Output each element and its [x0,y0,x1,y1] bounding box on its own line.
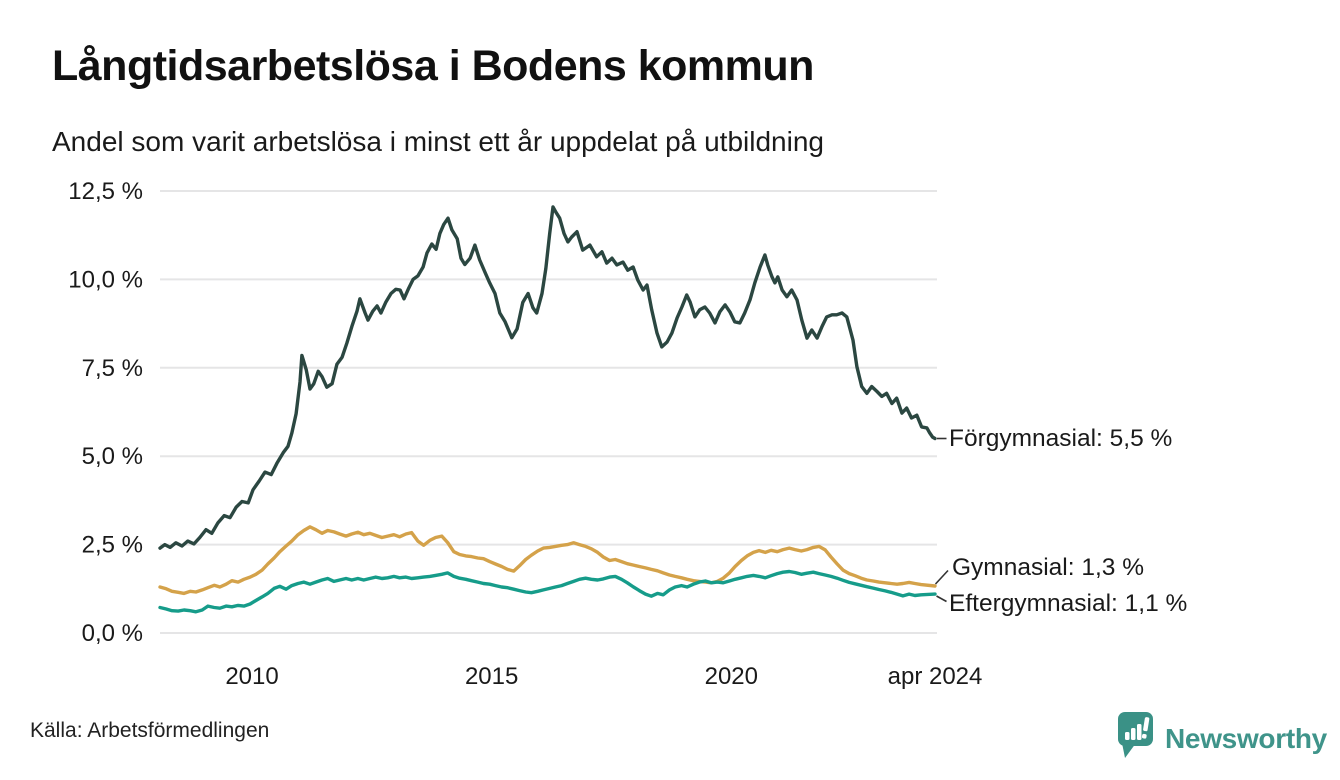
chart-subtitle: Andel som varit arbetslösa i minst ett å… [52,126,824,157]
label-connector [934,569,949,585]
newsworthy-logo-text: Newsworthy [1165,723,1327,754]
y-tick-label: 0,0 % [82,620,143,647]
chart-title: Långtidsarbetslösa i Bodens kommun [52,42,814,90]
series-line-förgymnasial [158,205,937,550]
series-end-label-forgymnasial: Förgymnasial: 5,5 % [949,425,1173,452]
x-tick-label: 2010 [225,663,278,690]
exclamation-glyph [1141,717,1150,739]
series-end-label-gymnasial: Gymnasial: 1,3 % [952,554,1144,581]
y-tick-label: 2,5 % [82,532,143,559]
label-connector [936,595,947,603]
x-tick-label: apr 2024 [888,663,983,690]
y-tick-label: 10,0 % [68,266,143,293]
source-note: Källa: Arbetsförmedlingen [30,719,270,742]
series-line-eftergymnasial [158,569,937,614]
y-tick-label: 5,0 % [82,443,143,470]
x-tick-label: 2015 [465,663,518,690]
y-tick-label: 7,5 % [82,355,143,382]
series-line-gymnasial [158,525,937,596]
newsworthy-logo-icon [1118,712,1153,758]
y-tick-label: 12,5 % [68,178,143,205]
newsworthy-logo: Newsworthy [1117,709,1327,759]
x-tick-label: 2020 [705,663,758,690]
series-end-label-eftergymnasial: Eftergymnasial: 1,1 % [949,590,1188,617]
